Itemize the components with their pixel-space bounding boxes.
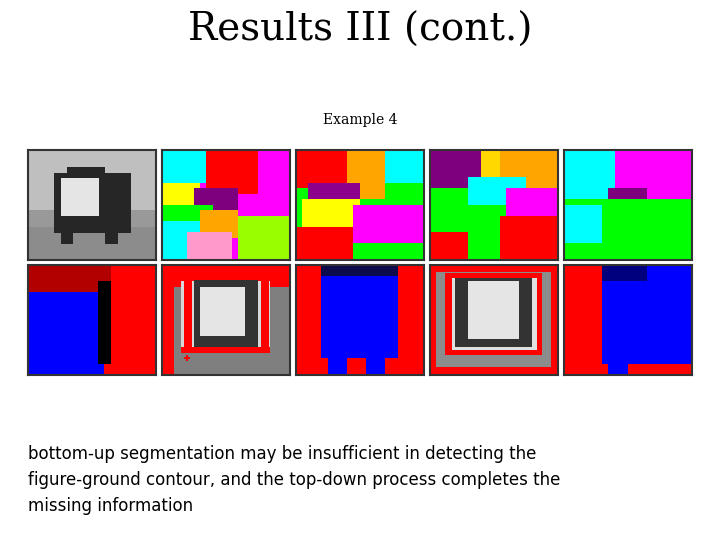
- Text: Results III (cont.): Results III (cont.): [188, 11, 532, 49]
- Text: Example 4: Example 4: [323, 113, 397, 127]
- Text: bottom-up segmentation may be insufficient in detecting the
figure-ground contou: bottom-up segmentation may be insufficie…: [28, 444, 560, 515]
